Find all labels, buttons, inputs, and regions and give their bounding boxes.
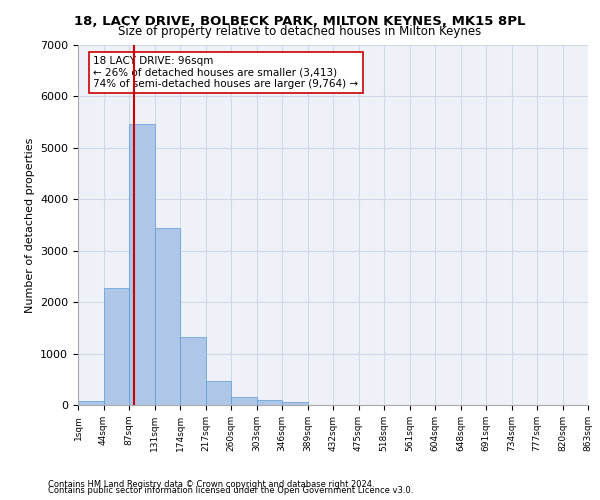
Bar (155, 228, 180, 405)
Bar (104, 288, 129, 405)
Text: Contains HM Land Registry data © Crown copyright and database right 2024.: Contains HM Land Registry data © Crown c… (48, 480, 374, 489)
Text: 18 LACY DRIVE: 96sqm
← 26% of detached houses are smaller (3,413)
74% of semi-de: 18 LACY DRIVE: 96sqm ← 26% of detached h… (94, 56, 358, 89)
Bar (231, 397, 257, 405)
Bar (78, 401, 104, 405)
Bar (257, 400, 282, 405)
Bar (129, 124, 155, 405)
Text: Size of property relative to detached houses in Milton Keynes: Size of property relative to detached ho… (118, 25, 482, 38)
Bar (205, 382, 231, 405)
Bar (282, 402, 308, 405)
Text: 18, LACY DRIVE, BOLBECK PARK, MILTON KEYNES, MK15 8PL: 18, LACY DRIVE, BOLBECK PARK, MILTON KEY… (74, 15, 526, 28)
Text: Contains public sector information licensed under the Open Government Licence v3: Contains public sector information licen… (48, 486, 413, 495)
Y-axis label: Number of detached properties: Number of detached properties (25, 138, 35, 312)
Bar (180, 337, 205, 405)
